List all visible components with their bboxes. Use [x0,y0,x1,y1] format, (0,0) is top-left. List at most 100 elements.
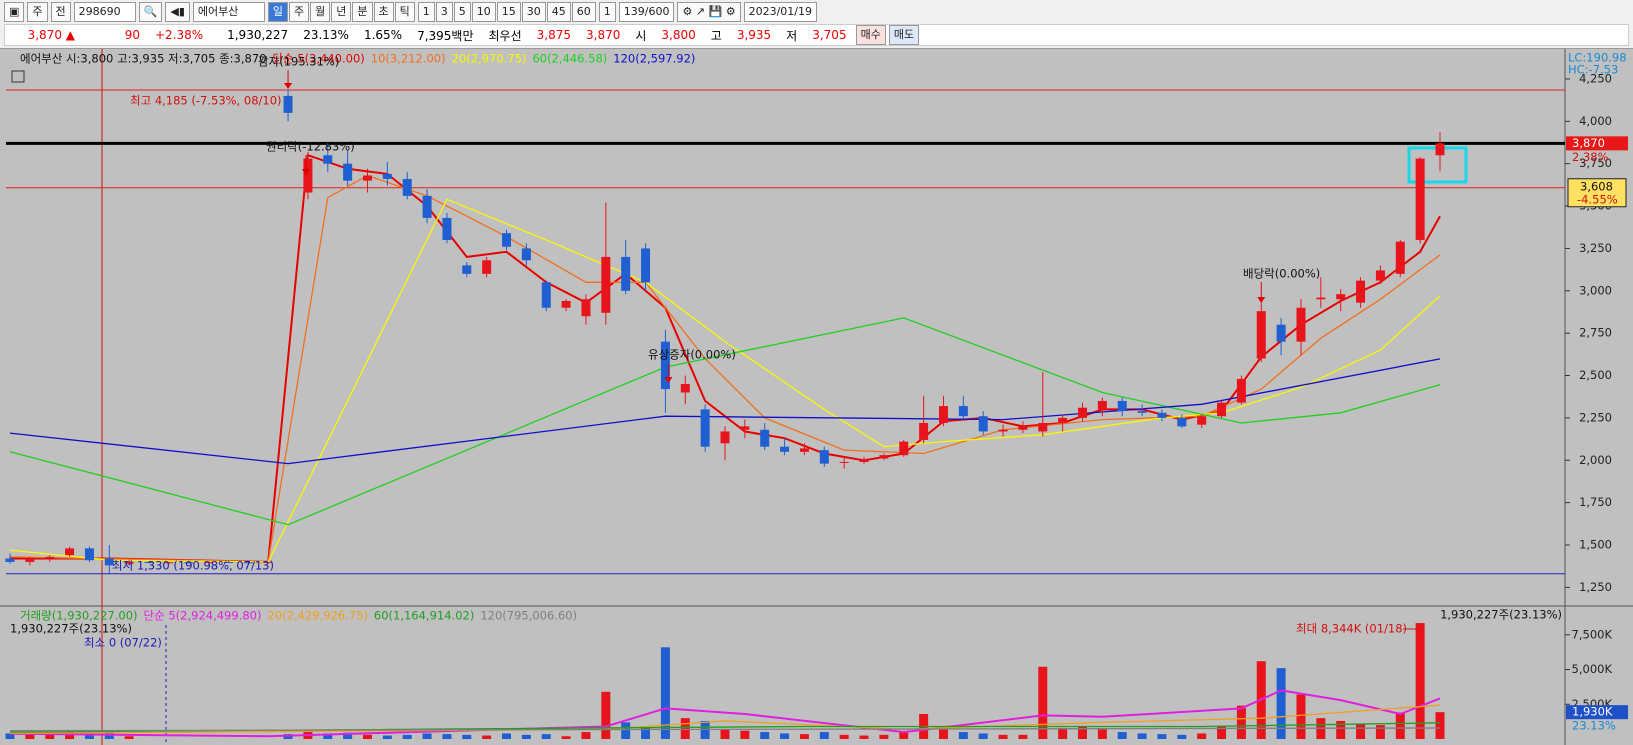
period-button[interactable]: 분 [352,2,373,22]
volume-bar [1276,668,1286,739]
low-label: 저 [786,28,798,43]
annotation: 최소 0 (07/22) [84,636,162,650]
price-label: 2.38% [1572,150,1609,164]
period-button[interactable]: 월 [310,2,331,22]
period-button[interactable]: 년 [331,2,352,22]
price-label: 3,870 [1572,136,1605,150]
legend-entry: 60(1,164,914.02) [374,609,474,623]
legend-entry: 20(2,429,926.75) [267,609,367,623]
candle-body [25,558,35,562]
interval-button[interactable]: 5 [453,2,471,22]
candle-body [1117,400,1127,412]
y-tick-label: 2,250 [1579,410,1612,424]
candle-body [204,561,214,563]
candle-body [1356,280,1366,303]
volume-bar [124,736,134,739]
candle-body [1435,143,1445,156]
interval-button[interactable]: 30 [521,2,546,22]
candle-body [1415,158,1425,240]
annotation: 1,930,227주(23.13%) [10,622,132,636]
period-button[interactable]: 일 [267,2,288,22]
y-tick-label: 4,000 [1579,114,1612,128]
sound-button[interactable]: ◀▮ [165,2,190,22]
volume-pct: 23.13% [303,28,349,42]
interval-button[interactable]: 45 [546,2,571,22]
interval-button[interactable]: 3 [435,2,453,22]
period-button[interactable]: 초 [373,2,394,22]
interval-button[interactable]: 1 [417,2,435,22]
unit-select[interactable]: 1 [598,2,616,22]
candle-body [978,416,988,432]
candle-body [938,406,948,423]
volume-bar [502,733,512,739]
market-select[interactable]: 주 [27,2,48,22]
y-tick-label: 3,750 [1579,156,1612,170]
candle-body [1296,307,1306,342]
price-box [1567,178,1627,208]
annotation: 최저 1,330 (190.98%, 07/13) [112,558,274,572]
tool-buttons[interactable]: ⚙ ↗ 💾 ⚙ [677,2,741,22]
volume-bar [581,732,591,739]
candle-body [541,282,551,308]
candle-body [521,248,531,261]
volume-bar [978,733,988,739]
volume-bar [402,734,412,739]
sell-button[interactable]: 매도 [888,25,920,45]
candle-body [104,558,114,566]
high-label: 고 [710,28,722,43]
price-label: 1,930K [1572,705,1613,719]
buy-button[interactable]: 매수 [855,25,886,45]
search-button[interactable]: 🔍 [138,2,163,22]
stock-name[interactable]: 에어부산 [192,2,265,22]
volume-bar [1097,729,1107,739]
ma-line [9,317,1441,526]
ma-line [9,198,1441,563]
prev-button[interactable]: 전 [50,2,71,22]
annotation-arrowhead [301,169,310,175]
volume-bar [1018,734,1028,739]
candle-body [1276,324,1286,342]
volume-bar [521,734,531,739]
volume-bar [958,732,968,739]
candle-body [958,406,968,417]
price-label: 23.13% [1572,719,1616,733]
y-tick-label: 2,750 [1579,326,1612,340]
change: 90 [124,28,140,42]
candle-body [283,95,293,113]
candle-body [65,548,75,556]
y-tick-label: 5,000K [1572,662,1613,676]
open-label: 시 [635,28,647,43]
change-pct: +2.38% [155,28,204,42]
volume-bar [1217,726,1227,739]
candle-body [1177,417,1187,427]
candle-body [502,233,512,247]
candle-body [998,429,1008,432]
date-input[interactable]: 2023/01/19 [743,2,817,22]
legend-entry: 120(2,597.92) [613,52,695,66]
volume-bar [1336,720,1346,739]
period-button[interactable]: 주 [289,2,310,22]
volume-bar [65,732,75,739]
candle-body [1097,400,1107,410]
interval-button[interactable]: 60 [571,2,596,22]
period-button[interactable]: 틱 [394,2,415,22]
y-tick-label: 4,250 [1579,71,1612,85]
candle-body [1058,417,1068,423]
interval-button[interactable]: 15 [496,2,521,22]
grid-icon[interactable] [11,70,25,83]
candle-body [422,195,432,218]
legend-entry: 20(2,970.75) [452,52,527,66]
count-input[interactable]: 139/600 [618,2,675,22]
interval-button[interactable]: 10 [471,2,496,22]
quote-row: 3,870 ▲ 90 +2.38% 1,930,227 23.13% 1.65%… [4,24,1629,46]
candle-body [303,158,313,193]
amount: 7,395백만 [417,28,474,43]
annotation: 최고 4,185 (-7.53%, 08/10) [130,93,282,107]
code-input[interactable]: 298690 [73,2,136,22]
menu-icon[interactable]: ▣ [4,2,25,22]
